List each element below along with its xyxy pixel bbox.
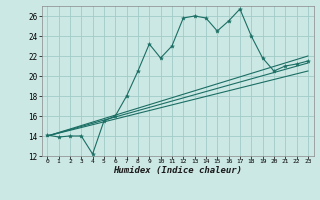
X-axis label: Humidex (Indice chaleur): Humidex (Indice chaleur)	[113, 166, 242, 175]
